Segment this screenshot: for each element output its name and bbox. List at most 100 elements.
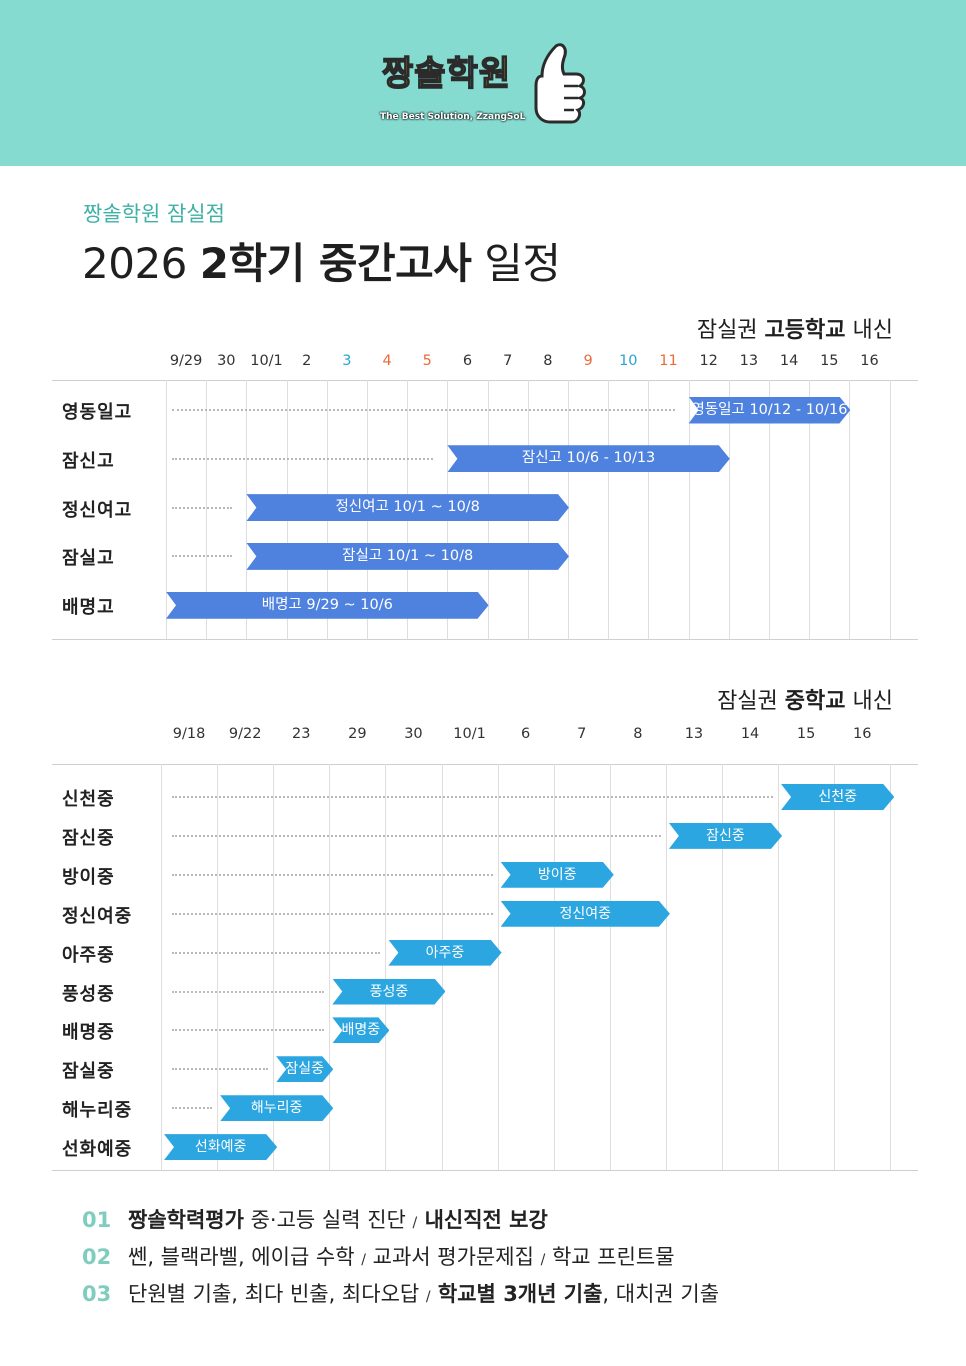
ms-title-bold: 중학교	[784, 689, 846, 714]
date-label: 5	[422, 353, 432, 369]
grid-column-line	[648, 380, 650, 639]
ms-title-prefix: 잠실권	[717, 689, 785, 714]
date-label: 9/18	[172, 726, 206, 742]
feature-text: 쎈, 블랙라벨, 에이급 수학	[128, 1245, 362, 1269]
title-emphasis: 2학기 중간고사	[199, 239, 472, 288]
grid-column-line	[769, 380, 770, 639]
grid-column-line	[329, 764, 331, 1170]
schedule-bar: 잠실고 10/1 ~ 10/8	[246, 543, 569, 570]
schedule-bar: 배명고 9/29 ~ 10/6	[166, 592, 489, 619]
grid-column-line	[385, 764, 387, 1170]
date-label: 12	[699, 353, 718, 369]
grid-column-line	[441, 764, 443, 1170]
feature-text: 중·고등 실력 진단	[243, 1208, 413, 1232]
grid-column-line	[834, 764, 836, 1170]
grid-column-line	[273, 764, 275, 1170]
date-label: 8	[633, 726, 643, 742]
schedule-bar: 배명중	[332, 1017, 389, 1043]
schedule-bar: 잠신중	[669, 823, 782, 849]
date-label: 30	[404, 726, 423, 742]
schedule-bar: 잠실중	[276, 1056, 333, 1082]
grid-column-line	[778, 764, 780, 1170]
leader-dots	[172, 834, 661, 837]
school-label: 풍성중	[62, 983, 115, 1005]
grid-column-line	[166, 380, 167, 639]
schedule-bar: 풍성중	[332, 979, 445, 1005]
date-label: 2	[302, 353, 312, 369]
school-label: 잠신고	[62, 450, 115, 472]
date-label: 7	[503, 353, 513, 369]
logo-char: 학	[446, 53, 479, 95]
school-label: 배명고	[62, 597, 115, 619]
date-label: 15	[820, 353, 839, 369]
grid-column-line	[497, 764, 499, 1170]
schedule-bar: 방이중	[501, 862, 614, 888]
date-label: 8	[543, 353, 553, 369]
date-label: 7	[577, 726, 587, 742]
grid-column-line	[553, 764, 555, 1170]
feature-text: 짱솔학력평가	[128, 1208, 244, 1232]
logo-char: 짱	[381, 53, 415, 95]
branch-name: 짱솔학원 잠실점	[83, 202, 225, 226]
school-label: 잠실고	[62, 548, 115, 570]
leader-dots	[172, 506, 233, 509]
high-school-section-title: 잠실권 고등학교 내신	[697, 312, 893, 344]
feature-item: 02 쎈, 블랙라벨, 에이급 수학 / 교과서 평가문제집 / 학교 프린트물	[82, 1241, 675, 1271]
leader-dots	[172, 951, 381, 954]
schedule-bar: 해누리중	[220, 1095, 333, 1121]
feature-number: 02	[82, 1245, 112, 1269]
grid-column-line	[217, 764, 219, 1170]
date-label: 10/1	[250, 353, 283, 369]
middle-school-section-title: 잠실권 중학교 내신	[717, 683, 893, 715]
date-label: 16	[860, 353, 879, 369]
feature-separator: /	[412, 1215, 418, 1231]
ms-title-suffix: 내신	[845, 689, 894, 714]
grid-column-line	[728, 380, 730, 639]
date-label: 6	[521, 726, 531, 742]
school-label: 선화예중	[62, 1139, 133, 1161]
feature-text: 학교 프린트물	[545, 1245, 675, 1269]
grid-bottom-line	[52, 1170, 918, 1171]
feature-separator: /	[425, 1289, 431, 1305]
leader-dots	[172, 1107, 213, 1110]
date-label: 23	[292, 726, 311, 742]
school-label: 잠실중	[62, 1061, 115, 1083]
date-label: 11	[659, 353, 678, 369]
school-label: 정신여고	[62, 499, 133, 521]
leader-dots	[172, 555, 233, 558]
feature-separator: /	[540, 1252, 546, 1268]
feature-separator: /	[361, 1252, 366, 1268]
grid-column-line	[849, 380, 851, 639]
school-label: 잠신중	[62, 827, 115, 849]
page-title: 2026 2학기 중간고사 일정	[82, 230, 561, 291]
feature-text: 내신직전 보강	[417, 1208, 548, 1232]
logo-wordmark: 짱솔학원	[381, 46, 511, 95]
school-label: 정신여중	[62, 905, 133, 927]
feature-item: 03 단원별 기출, 최다 빈출, 최다오답 / 학교별 3개년 기출, 대치권 …	[82, 1278, 719, 1308]
school-label: 아주중	[62, 944, 115, 966]
date-label: 16	[853, 726, 872, 742]
school-label: 방이중	[62, 866, 115, 888]
leader-dots	[172, 457, 434, 460]
hs-title-prefix: 잠실권	[696, 318, 765, 343]
grid-column-line	[246, 380, 248, 639]
grid-column-line	[890, 764, 892, 1170]
school-label: 영동일고	[62, 402, 133, 423]
leader-dots	[172, 409, 675, 411]
grid-column-line	[665, 764, 667, 1170]
date-label: 4	[382, 353, 392, 369]
date-label: 9	[583, 353, 593, 369]
date-label: 29	[348, 726, 367, 742]
grid-top-line	[52, 380, 918, 381]
date-label: 10	[619, 353, 638, 369]
academy-logo[interactable]: 짱솔학원 The Best Solution, ZzangSoL	[378, 40, 588, 132]
leader-dots	[172, 912, 493, 915]
school-label: 신천중	[62, 789, 115, 810]
date-label: 6	[462, 353, 473, 369]
title-year: 2026	[82, 239, 200, 288]
schedule-bar: 정신여중	[501, 901, 670, 927]
logo-tagline: The Best Solution, ZzangSoL	[380, 112, 526, 122]
thumbs-up-icon	[534, 43, 586, 124]
feature-text: 교과서 평가문제집	[365, 1245, 541, 1269]
feature-text: 학교별 3개년 기출	[430, 1282, 603, 1306]
